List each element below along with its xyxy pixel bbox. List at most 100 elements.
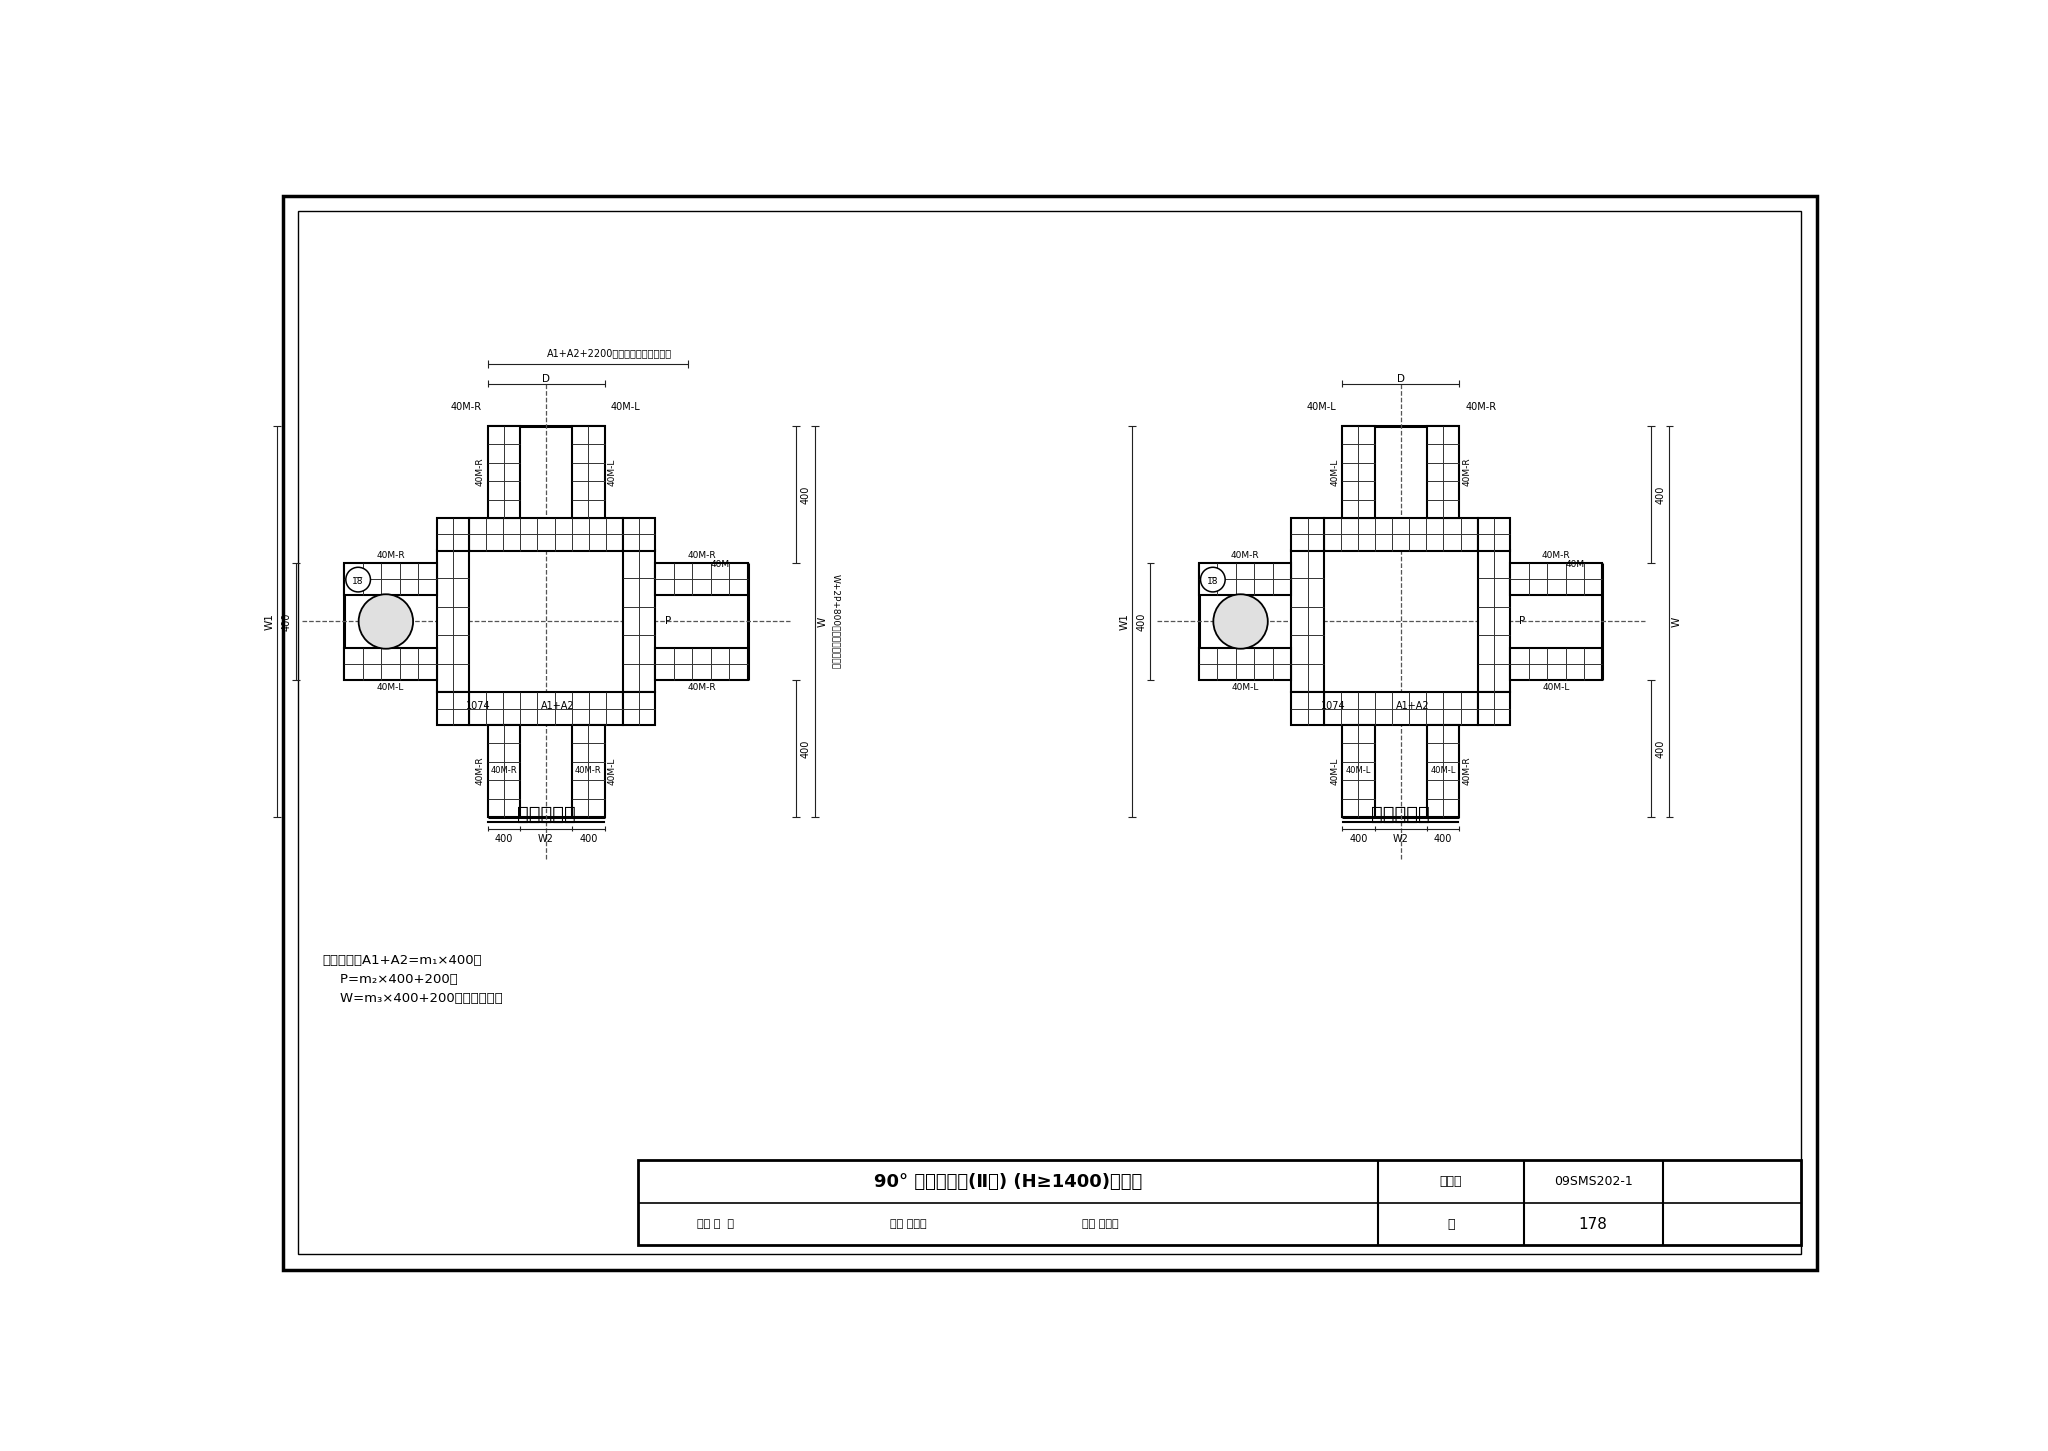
Bar — [639, 1161, 1800, 1245]
Bar — [623, 518, 655, 550]
Text: 40M-R: 40M-R — [575, 766, 602, 775]
Text: 400: 400 — [801, 485, 811, 503]
Circle shape — [1200, 567, 1225, 592]
Bar — [623, 692, 655, 724]
Text: P=m₂×400+200；: P=m₂×400+200； — [324, 974, 457, 987]
Text: W2: W2 — [539, 834, 553, 844]
Text: 40M-L: 40M-L — [610, 402, 641, 412]
Bar — [487, 724, 520, 817]
Text: 平面双数层: 平面双数层 — [1372, 804, 1430, 824]
Text: 40M-R: 40M-R — [688, 551, 717, 560]
Text: W=m₃×400+200时的组砲图。: W=m₃×400+200时的组砲图。 — [324, 992, 502, 1006]
Text: W1: W1 — [264, 614, 274, 630]
Text: 400: 400 — [1434, 834, 1452, 844]
Bar — [571, 427, 604, 518]
Bar — [344, 647, 436, 681]
Bar — [1292, 550, 1323, 692]
Text: —: — — [1208, 573, 1217, 582]
Text: 40M-R: 40M-R — [475, 756, 485, 785]
Bar — [1341, 427, 1374, 518]
Text: 40M-L: 40M-L — [1346, 766, 1370, 775]
Bar — [655, 647, 748, 681]
Text: P: P — [666, 617, 672, 627]
Text: 平面单数层: 平面单数层 — [516, 804, 575, 824]
Text: 设计 杨大羧: 设计 杨大羧 — [1081, 1219, 1118, 1229]
Text: P: P — [1520, 617, 1526, 627]
Text: D: D — [1397, 373, 1405, 383]
Bar — [1323, 518, 1479, 550]
Bar — [1479, 550, 1509, 692]
Text: 18: 18 — [1206, 577, 1219, 586]
Text: 400: 400 — [1350, 834, 1368, 844]
Text: 1074: 1074 — [1321, 701, 1346, 711]
Bar — [1427, 427, 1460, 518]
Circle shape — [1212, 595, 1268, 649]
Text: 注：本图为A1+A2=m₁×400；: 注：本图为A1+A2=m₁×400； — [324, 953, 483, 966]
Text: 40M-R: 40M-R — [1231, 551, 1260, 560]
Bar — [1292, 518, 1323, 550]
Bar — [1479, 692, 1509, 724]
Text: 40M-R: 40M-R — [377, 551, 406, 560]
Text: 400: 400 — [1655, 740, 1665, 757]
Bar — [487, 427, 520, 518]
Text: —: — — [354, 573, 362, 582]
Bar — [436, 550, 469, 692]
Text: 40M-L: 40M-L — [1430, 766, 1456, 775]
Text: 400: 400 — [801, 740, 811, 757]
Circle shape — [346, 567, 371, 592]
Bar — [1198, 647, 1292, 681]
Text: 40M-L: 40M-L — [1307, 402, 1335, 412]
Text: 400: 400 — [1655, 485, 1665, 503]
Text: 1074: 1074 — [467, 701, 492, 711]
Bar — [436, 692, 469, 724]
Bar — [469, 518, 623, 550]
Bar — [1427, 724, 1460, 817]
Text: 40M-L: 40M-L — [1329, 757, 1339, 785]
Text: 图集号: 图集号 — [1440, 1175, 1462, 1188]
Text: W: W — [1671, 617, 1681, 627]
Text: 400: 400 — [1137, 612, 1147, 631]
Bar — [1509, 563, 1602, 595]
Bar — [655, 563, 748, 595]
Text: 40M-R: 40M-R — [1462, 756, 1470, 785]
Bar — [1341, 724, 1374, 817]
Text: 40M-R: 40M-R — [1466, 402, 1497, 412]
Text: 400: 400 — [494, 834, 512, 844]
Bar — [1509, 647, 1602, 681]
Circle shape — [358, 595, 414, 649]
Text: 审核 何  彬: 审核 何 彬 — [696, 1219, 733, 1229]
Bar — [623, 550, 655, 692]
Text: 400: 400 — [580, 834, 598, 844]
Text: A1+A2+2200（井室模块计算范围）: A1+A2+2200（井室模块计算范围） — [547, 348, 672, 358]
Text: 40M-L: 40M-L — [1231, 683, 1260, 692]
Text: 40M-R: 40M-R — [1542, 551, 1571, 560]
Text: A1+A2: A1+A2 — [541, 701, 573, 711]
Text: 18: 18 — [352, 577, 365, 586]
Text: 40M-L: 40M-L — [608, 459, 616, 486]
Text: W: W — [817, 617, 827, 627]
Text: 40M-R: 40M-R — [1462, 459, 1470, 486]
Bar — [571, 724, 604, 817]
Text: 40M-R: 40M-R — [489, 766, 516, 775]
Text: 40M-L: 40M-L — [1542, 683, 1571, 692]
Text: 400: 400 — [281, 612, 291, 631]
Text: 90° 四通检查井(Ⅱ型) (H≥1400)组砲图: 90° 四通检查井(Ⅱ型) (H≥1400)组砲图 — [874, 1172, 1143, 1191]
Bar — [436, 518, 469, 550]
Text: 178: 178 — [1579, 1217, 1608, 1232]
Text: 40M-R: 40M-R — [451, 402, 481, 412]
Bar — [1479, 518, 1509, 550]
Text: 40M: 40M — [1565, 560, 1585, 569]
Text: 40M-L: 40M-L — [377, 683, 403, 692]
Bar — [1198, 563, 1292, 595]
Text: 页: 页 — [1448, 1217, 1454, 1230]
Text: 校对 温丽晒: 校对 温丽晒 — [889, 1219, 926, 1229]
Text: 40M-R: 40M-R — [688, 683, 717, 692]
Text: 40M-R: 40M-R — [475, 459, 485, 486]
Text: 09SMS202-1: 09SMS202-1 — [1554, 1175, 1632, 1188]
Text: 40M-L: 40M-L — [608, 757, 616, 785]
Text: 40M-L: 40M-L — [1329, 459, 1339, 486]
Text: W+2P+800（井室计算范围）: W+2P+800（井室计算范围） — [831, 575, 842, 669]
Text: 40M: 40M — [711, 560, 729, 569]
Bar — [344, 563, 436, 595]
Text: W1: W1 — [1120, 614, 1128, 630]
